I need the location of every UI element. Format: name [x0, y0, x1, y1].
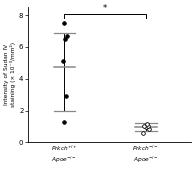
Point	[62, 22, 65, 24]
Point	[143, 125, 146, 128]
Point	[144, 126, 147, 129]
Point	[61, 60, 64, 63]
Text: *: *	[103, 4, 107, 13]
Point	[64, 95, 67, 98]
Point	[148, 128, 151, 130]
Point	[145, 123, 148, 125]
Y-axis label: Intensity of Sudan IV
staining (× 10⁻³/mm²): Intensity of Sudan IV staining (× 10⁻³/m…	[4, 42, 16, 107]
Point	[63, 120, 66, 123]
Point	[141, 131, 144, 134]
Point	[64, 38, 67, 40]
Point	[147, 124, 150, 127]
Point	[65, 34, 68, 37]
